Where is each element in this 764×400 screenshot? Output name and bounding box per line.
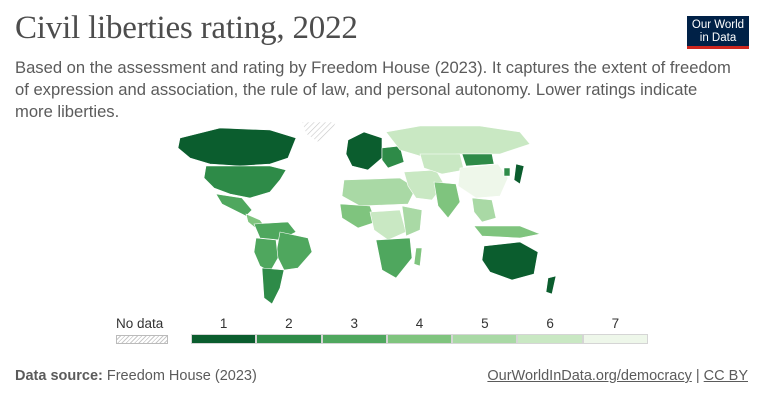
legend-tick-1: 1 <box>219 316 228 331</box>
owid-logo[interactable]: Our World in Data <box>687 16 749 49</box>
legend-swatch-1[interactable] <box>191 334 257 344</box>
legend-swatch-6[interactable] <box>517 334 583 344</box>
legend-tick-4: 4 <box>415 316 424 331</box>
region-west-africa[interactable] <box>339 203 377 229</box>
legend-tick-2: 2 <box>285 316 293 331</box>
footer-links: OurWorldInData.org/democracy | CC BY <box>487 368 748 384</box>
region-east-africa[interactable] <box>401 205 423 237</box>
legend-swatch-3[interactable] <box>321 334 387 344</box>
data-source-text: Freedom House (2023) <box>106 368 257 384</box>
region-north-africa[interactable] <box>341 177 417 207</box>
region-southeast-asia[interactable] <box>471 197 497 223</box>
data-source: Data source: Freedom House (2023) <box>15 368 257 384</box>
legend-tick-5: 5 <box>481 316 489 331</box>
footer-separator: | <box>695 368 700 384</box>
legend-color-scale <box>191 334 649 344</box>
region-southern-africa[interactable] <box>375 237 413 279</box>
region-madagascar[interactable] <box>413 247 423 267</box>
region-canada[interactable] <box>177 127 297 167</box>
region-southern-cone[interactable] <box>261 267 285 305</box>
region-central-asia[interactable] <box>419 153 465 175</box>
region-korea[interactable] <box>503 167 511 177</box>
legend-no-data-swatch <box>116 335 168 344</box>
region-central-africa[interactable] <box>369 209 407 241</box>
world-map <box>177 121 557 305</box>
owid-democracy-link[interactable]: OurWorldInData.org/democracy <box>487 368 692 384</box>
region-india[interactable] <box>433 181 461 219</box>
logo-line-1: Our World <box>691 19 745 31</box>
chart-subtitle: Based on the assessment and rating by Fr… <box>15 58 731 121</box>
region-indonesia[interactable] <box>473 225 542 239</box>
logo-line-2: in Data <box>699 32 737 44</box>
legend-tick-6: 6 <box>546 316 554 331</box>
license-link[interactable]: CC BY <box>703 368 748 384</box>
region-russia[interactable] <box>385 125 531 157</box>
data-source-label: Data source: <box>15 368 103 384</box>
legend-swatch-5[interactable] <box>452 334 518 344</box>
region-greenland[interactable] <box>301 121 337 143</box>
legend-no-data-label: No data <box>116 316 164 331</box>
legend-tick-7: 7 <box>611 316 620 331</box>
region-china[interactable] <box>457 163 509 199</box>
region-andes[interactable] <box>253 237 279 273</box>
legend-swatch-2[interactable] <box>256 334 322 344</box>
region-mexico[interactable] <box>215 193 253 217</box>
chart-title: Civil liberties rating, 2022 <box>15 10 358 46</box>
region-western-europe[interactable] <box>345 131 383 171</box>
legend-swatch-7[interactable] <box>582 334 649 344</box>
region-mongolia[interactable] <box>461 153 495 167</box>
region-japan[interactable] <box>513 163 525 185</box>
region-australia[interactable] <box>481 241 539 281</box>
region-usa[interactable] <box>203 165 287 199</box>
legend-tick-3: 3 <box>350 316 359 331</box>
region-brazil[interactable] <box>275 231 313 271</box>
legend-swatch-4[interactable] <box>386 334 453 344</box>
region-new-zealand[interactable] <box>545 275 557 295</box>
